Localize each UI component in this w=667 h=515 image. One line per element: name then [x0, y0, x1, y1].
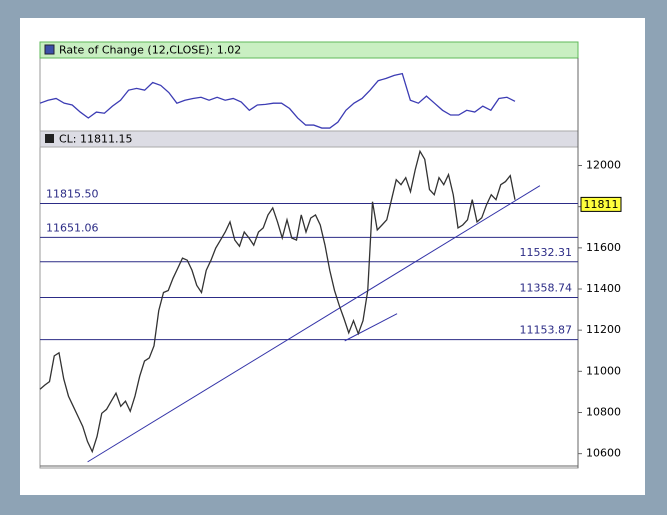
y-tick-label: 11000 — [586, 364, 621, 377]
price-line — [39, 72, 516, 129]
y-tick-label: 10800 — [586, 405, 621, 418]
indicator-title: Rate of Change (12,CLOSE): 1.02 — [59, 44, 241, 57]
indicator-header — [39, 41, 579, 59]
level-label: 11153.87 — [520, 324, 573, 337]
trend-line — [87, 185, 541, 463]
panel-background — [20, 18, 645, 495]
level-label: 11651.06 — [46, 221, 99, 234]
last-price-label: 11811 — [584, 198, 619, 211]
header-icon — [44, 44, 55, 55]
y-tick-label: 12000 — [586, 159, 621, 172]
y-tick-label: 10600 — [586, 447, 621, 460]
level-label: 11532.31 — [520, 246, 573, 259]
header-icon — [45, 134, 54, 143]
price-line — [39, 149, 516, 454]
level-label: 11358.74 — [520, 281, 573, 294]
price-title: CL: 11811.15 — [59, 133, 133, 146]
trend-line — [344, 313, 398, 342]
y-tick-label: 11600 — [586, 241, 621, 254]
last-price-badge — [580, 196, 622, 212]
y-tick-label: 11200 — [586, 323, 621, 336]
level-label: 11815.50 — [46, 187, 99, 200]
y-tick-label: 11400 — [586, 282, 621, 295]
